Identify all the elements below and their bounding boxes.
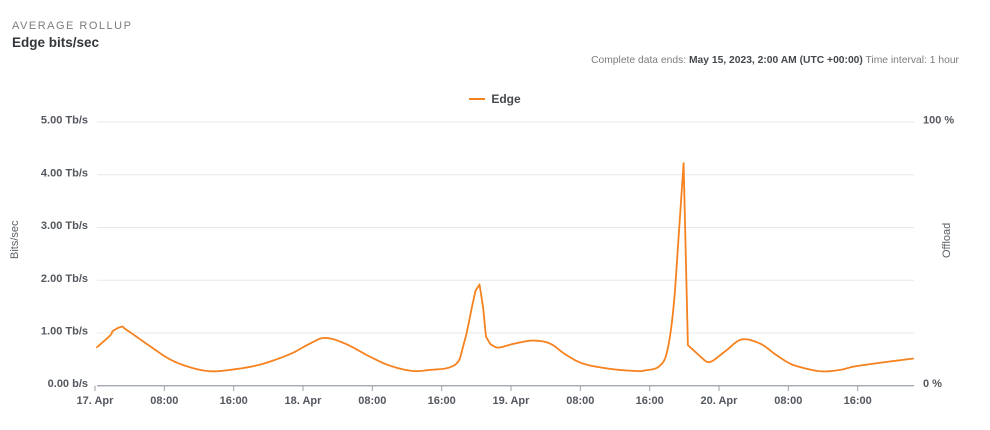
svg-text:08:00: 08:00: [774, 395, 802, 407]
svg-text:16:00: 16:00: [428, 395, 456, 407]
svg-text:4.00 Tb/s: 4.00 Tb/s: [41, 167, 88, 179]
svg-text:16:00: 16:00: [844, 395, 872, 407]
svg-text:16:00: 16:00: [636, 395, 664, 407]
svg-text:0 %: 0 %: [923, 378, 942, 390]
svg-text:0.00 b/s: 0.00 b/s: [48, 378, 88, 390]
svg-text:17. Apr: 17. Apr: [77, 395, 115, 407]
svg-text:08:00: 08:00: [566, 395, 594, 407]
svg-text:100 %: 100 %: [923, 115, 954, 127]
svg-text:3.00 Tb/s: 3.00 Tb/s: [41, 220, 88, 232]
svg-text:5.00 Tb/s: 5.00 Tb/s: [41, 115, 88, 127]
svg-text:1.00 Tb/s: 1.00 Tb/s: [41, 326, 88, 338]
svg-text:08:00: 08:00: [358, 395, 386, 407]
svg-text:19. Apr: 19. Apr: [493, 395, 531, 407]
svg-text:20. Apr: 20. Apr: [701, 395, 739, 407]
svg-text:18. Apr: 18. Apr: [285, 395, 323, 407]
svg-text:08:00: 08:00: [150, 395, 178, 407]
svg-text:16:00: 16:00: [220, 395, 248, 407]
svg-text:2.00 Tb/s: 2.00 Tb/s: [41, 273, 88, 285]
